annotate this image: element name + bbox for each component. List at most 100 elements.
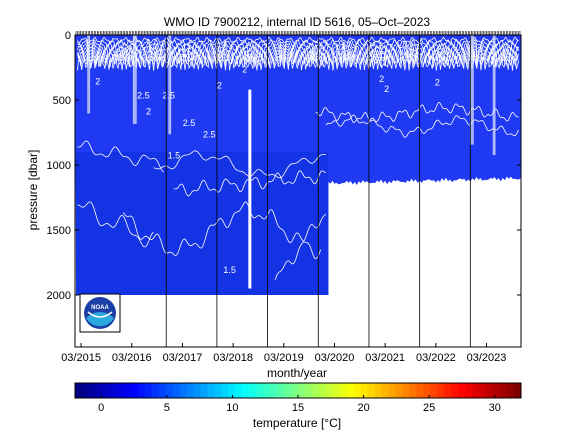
contour-line (77, 51, 519, 64)
contour-label: 2.5 (163, 91, 176, 101)
colorbar-label: temperature [°C] (253, 416, 341, 430)
colorbar-segment (291, 383, 299, 398)
colorbar-segment (486, 383, 494, 398)
colorbar-segment (88, 383, 97, 398)
colorbar-segment (263, 383, 271, 398)
contour-line (173, 170, 327, 197)
colorbar-segment (172, 383, 181, 398)
colorbar-segment (116, 383, 125, 398)
surface-streak (87, 35, 91, 114)
colorbar-segment (165, 383, 174, 398)
colorbar-segment (374, 383, 383, 398)
noaa-logo-text: NOAA (91, 305, 109, 311)
colorbar-segment (353, 383, 362, 398)
colorbar-tick-label: 0 (98, 402, 104, 414)
colorbar-segment (339, 383, 348, 398)
colorbar-segment (200, 383, 208, 398)
x-tick-label: 03/2015 (61, 352, 101, 364)
x-axis-label: month/year (267, 366, 327, 380)
contour-label: 2 (242, 65, 247, 75)
surface-streak (132, 35, 137, 124)
colorbar-tick-label: 15 (292, 402, 304, 414)
contour-label: 1.5 (223, 265, 236, 275)
contour-line (77, 201, 154, 248)
contour-label: 2 (146, 106, 151, 116)
colorbar-segment (256, 383, 264, 398)
contour-label: 2 (435, 78, 440, 88)
contour-line (315, 102, 519, 123)
y-tick-label: 500 (53, 95, 71, 107)
contour-label: 1.5 (168, 151, 181, 161)
colorbar-segment (81, 383, 90, 398)
colorbar-tick-label: 30 (489, 402, 501, 414)
contour-line (274, 213, 327, 281)
colorbar-segment (311, 383, 320, 398)
y-tick-label: 1000 (47, 160, 71, 172)
colorbar-segment (451, 383, 459, 398)
colorbar-segment (360, 383, 369, 398)
contour-line (77, 55, 519, 71)
y-tick-label: 2000 (47, 290, 71, 302)
colorbar-segment (277, 383, 285, 398)
contour-label: 2 (384, 84, 389, 94)
plot-area: 22.522.52.5222.52221.51.5050010001500200… (47, 30, 522, 364)
colorbar-segment (193, 383, 201, 398)
contour-label: 2 (379, 74, 384, 84)
surface-streak (168, 35, 172, 135)
deep-water-band (76, 152, 329, 295)
colorbar-tick-label: 5 (164, 402, 170, 414)
x-tick-label: 03/2023 (467, 352, 507, 364)
y-axis-label: pressure [dbar] (26, 150, 40, 231)
contour-label: 2.5 (137, 91, 150, 101)
colorbar-segment (102, 383, 111, 398)
plot-frame (74, 34, 522, 348)
contour-line (77, 48, 519, 61)
contour-line (153, 150, 326, 179)
x-tick-label: 03/2019 (264, 352, 304, 364)
x-tick-label: 03/2021 (365, 352, 405, 364)
colorbar-tick-label: 10 (226, 402, 238, 414)
colorbar-segment (242, 383, 250, 398)
colorbar-segment (479, 383, 487, 398)
colorbar-segment (137, 383, 146, 398)
colorbar-segment (298, 383, 306, 398)
colorbar-segment (228, 383, 236, 398)
colorbar-segment (318, 383, 327, 398)
colorbar-segment (444, 383, 452, 398)
colorbar-segment (367, 383, 376, 398)
contour-label: 2.5 (203, 130, 216, 140)
colorbar-segment (75, 383, 83, 398)
colorbar-segment (186, 383, 194, 398)
noaa-logo: NOAA (79, 293, 121, 333)
surface-streak (469, 35, 474, 145)
colorbar-segment (151, 383, 160, 398)
colorbar-segment (179, 383, 187, 398)
x-tick-label: 03/2017 (163, 352, 203, 364)
colorbar-segment (437, 383, 445, 398)
colorbar-segment (416, 383, 424, 398)
colorbar-tick-label: 25 (423, 402, 435, 414)
colorbar-segment (507, 383, 515, 398)
colorbar-segment (123, 383, 132, 398)
colorbar-segment (158, 383, 167, 398)
colorbar-segment (221, 383, 229, 398)
colorbar-segment (214, 383, 222, 398)
colorbar-segment (493, 383, 501, 398)
colorbar-segment (346, 383, 355, 398)
colorbar-segment (402, 383, 410, 398)
colorbar-segment (235, 383, 243, 398)
colorbar-tick-label: 20 (357, 402, 369, 414)
colorbar-segment (207, 383, 215, 398)
contour-label: 2 (217, 80, 222, 90)
colorbar-segment (109, 383, 118, 398)
colorbar-segment (458, 383, 466, 398)
colorbar-segment (381, 383, 390, 398)
colorbar-segment (270, 383, 278, 398)
y-tick-label: 1500 (47, 225, 71, 237)
chart-title: WMO ID 7900212, internal ID 5616, 05–Oct… (164, 15, 430, 29)
colorbar-segment (284, 383, 292, 398)
colorbar-segment (95, 383, 104, 398)
colorbar-segment (332, 383, 341, 398)
colorbar-segment (395, 383, 404, 398)
